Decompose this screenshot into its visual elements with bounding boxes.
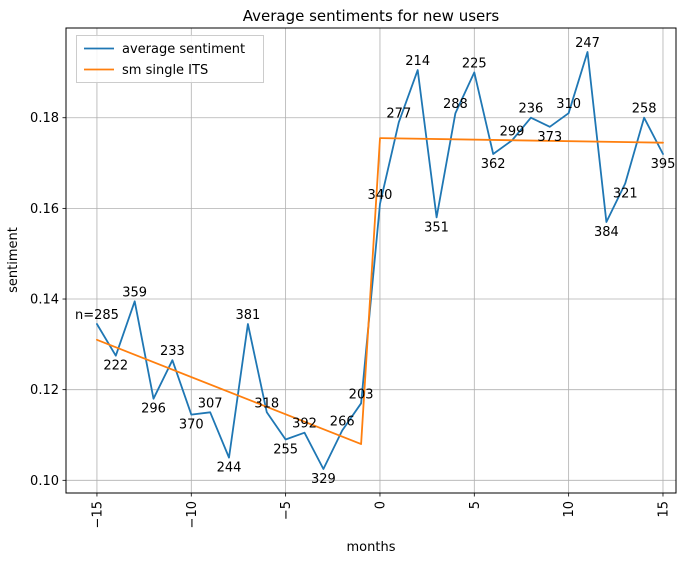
y-tick-label: 0.18 (30, 111, 59, 126)
point-label: 370 (179, 418, 204, 433)
x-tick-label: 0 (373, 501, 388, 509)
point-label: 340 (368, 188, 393, 203)
y-tick-label: 0.14 (30, 293, 59, 308)
point-label: 244 (217, 461, 242, 476)
point-label: 373 (537, 130, 562, 145)
y-tick-label: 0.10 (30, 474, 59, 489)
x-tick-label: 15 (656, 501, 671, 518)
point-label: 299 (500, 124, 525, 139)
point-label: 310 (556, 97, 581, 112)
point-label: 225 (462, 56, 487, 71)
point-label: 258 (632, 102, 657, 117)
point-label: 277 (386, 106, 411, 121)
x-tick-label: −15 (90, 501, 105, 528)
point-label: 288 (443, 97, 468, 112)
series-line-average-sentiment (96, 51, 664, 470)
point-label: 307 (198, 396, 223, 411)
point-label: 395 (651, 157, 676, 172)
point-label: 384 (594, 225, 619, 240)
chart-title: Average sentiments for new users (243, 7, 500, 25)
point-label: 247 (575, 36, 600, 51)
legend-box (76, 35, 264, 83)
plot-area-border (65, 27, 677, 494)
point-label: 392 (292, 417, 317, 432)
x-tick-label: 10 (562, 501, 577, 518)
point-label: 329 (311, 472, 336, 487)
grid-layer: −15 −10 −5 0 5 10 15 0.10 0.12 0.14 0.16 0.18 (30, 28, 676, 528)
series-line-sm-single-ITS (96, 137, 664, 446)
annotation-layer: n=285 222 359 296 233 370 307 244 381 318 255 392 32… (75, 36, 675, 487)
x-tick-label: −10 (185, 501, 200, 528)
point-label: 362 (481, 157, 506, 172)
point-label: 296 (141, 402, 166, 417)
legend-label-average-sentiment: average sentiment (122, 42, 245, 57)
point-label: 266 (330, 414, 355, 429)
point-label: 351 (424, 220, 449, 235)
point-label: 359 (122, 285, 147, 300)
point-label: 255 (273, 443, 298, 458)
y-axis-label: sentiment (6, 227, 21, 293)
y-tick-label: 0.12 (30, 383, 59, 398)
point-label: 318 (254, 396, 279, 411)
legend: average sentiment sm single ITS (76, 35, 264, 83)
legend-label-sm-single-its: sm single ITS (122, 63, 208, 78)
point-label: 203 (349, 387, 374, 402)
point-label: 233 (160, 344, 185, 359)
point-label: 214 (405, 54, 430, 69)
y-tick-label: 0.16 (30, 202, 59, 217)
point-label: n=285 (75, 308, 119, 323)
series-layer (96, 51, 664, 470)
point-label: 236 (518, 102, 543, 117)
x-tick-label: 5 (468, 501, 483, 509)
point-label: 321 (613, 186, 638, 201)
point-label: 222 (103, 359, 128, 374)
point-label: 381 (235, 308, 260, 323)
x-axis-label: months (347, 540, 396, 555)
x-tick-label: −5 (279, 501, 294, 520)
